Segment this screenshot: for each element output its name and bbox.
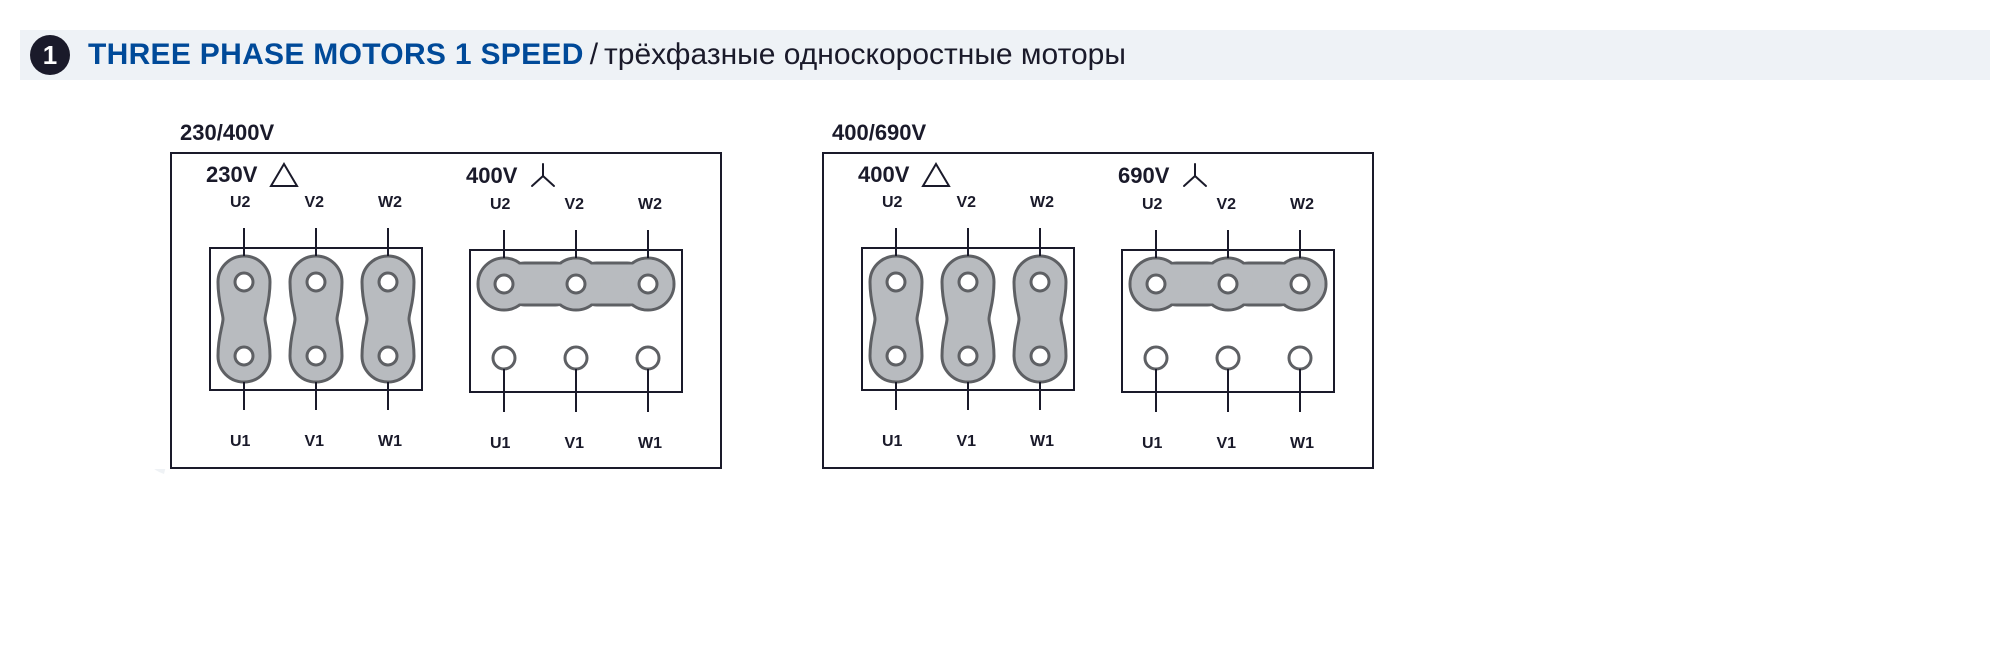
diagrams-container: 230/400V 230V U2 V2 W2 U1 V1 W1 400V U2 V2 W2 U1 V1 W1… — [20, 120, 1990, 469]
section-number-badge: 1 — [30, 35, 70, 75]
terminal-diagram — [1118, 216, 1338, 431]
terminal-diagram — [466, 216, 686, 431]
delta-icon — [921, 162, 951, 188]
bottom-terminal-labels: U1 V1 W1 — [206, 433, 426, 451]
terminal-label: W2 — [638, 196, 662, 214]
panel-header: 230V — [206, 162, 299, 188]
terminal-label: U2 — [230, 194, 250, 212]
terminal-label: W2 — [1030, 194, 1054, 212]
terminal-label: V1 — [564, 435, 584, 453]
title-english: THREE PHASE MOTORS 1 SPEED — [88, 38, 584, 72]
terminal-label: U2 — [490, 196, 510, 214]
voltage-group: 230/400V 230V U2 V2 W2 U1 V1 W1 400V U2 V2 W2 U1 V1 W1 — [170, 120, 722, 469]
wiring-pair-box: 400V U2 V2 W2 U1 V1 W1 690V U2 V2 W2 U1 V1 W1 — [822, 152, 1374, 469]
panel-voltage: 400V — [466, 163, 517, 189]
terminal-label: W1 — [1030, 433, 1054, 451]
terminal-label: V2 — [956, 194, 976, 212]
panel-header: 400V — [466, 162, 557, 190]
terminal-label: W1 — [638, 435, 662, 453]
delta-icon — [269, 162, 299, 188]
star-icon — [1181, 162, 1209, 190]
terminal-label: V1 — [304, 433, 324, 451]
terminal-label: V2 — [564, 196, 584, 214]
terminal-label: U1 — [490, 435, 510, 453]
terminal-label: U1 — [230, 433, 250, 451]
top-terminal-labels: U2 V2 W2 — [466, 196, 686, 214]
bottom-terminal-labels: U1 V1 W1 — [1118, 435, 1338, 453]
bottom-terminal-labels: U1 V1 W1 — [466, 435, 686, 453]
panel-voltage: 690V — [1118, 163, 1169, 189]
bottom-terminal-labels: U1 V1 W1 — [858, 433, 1078, 451]
title-separator: / — [590, 38, 598, 72]
wiring-pair-box: 230V U2 V2 W2 U1 V1 W1 400V U2 V2 W2 U1 V1 W1 — [170, 152, 722, 469]
terminal-diagram — [206, 214, 426, 429]
panel-header: 400V — [858, 162, 951, 188]
voltage-group: 400/690V 400V U2 V2 W2 U1 V1 W1 690V U2 V2 W2 U1 V1 W1 — [822, 120, 1374, 469]
terminal-label: V2 — [304, 194, 324, 212]
wiring-panel: 230V U2 V2 W2 U1 V1 W1 — [206, 162, 426, 453]
terminal-label: W2 — [1290, 196, 1314, 214]
panel-voltage: 400V — [858, 162, 909, 188]
terminal-label: W1 — [1290, 435, 1314, 453]
top-terminal-labels: U2 V2 W2 — [206, 194, 426, 212]
terminal-label: U1 — [1142, 435, 1162, 453]
top-terminal-labels: U2 V2 W2 — [858, 194, 1078, 212]
terminal-label: U1 — [882, 433, 902, 451]
wiring-panel: 400V U2 V2 W2 U1 V1 W1 — [466, 162, 686, 453]
terminal-label: V1 — [956, 433, 976, 451]
terminal-diagram — [858, 214, 1078, 429]
terminal-label: W1 — [378, 433, 402, 451]
star-icon — [529, 162, 557, 190]
wiring-panel: 690V U2 V2 W2 U1 V1 W1 — [1118, 162, 1338, 453]
section-header: 1 THREE PHASE MOTORS 1 SPEED / трёхфазны… — [20, 30, 1990, 80]
terminal-label: U2 — [882, 194, 902, 212]
title-russian: трёхфазные односкоростные моторы — [604, 38, 1126, 72]
panel-voltage: 230V — [206, 162, 257, 188]
terminal-label: V2 — [1216, 196, 1236, 214]
terminal-label: U2 — [1142, 196, 1162, 214]
group-title: 400/690V — [832, 120, 1374, 146]
group-title: 230/400V — [180, 120, 722, 146]
terminal-label: V1 — [1216, 435, 1236, 453]
section-number: 1 — [43, 40, 57, 71]
panel-header: 690V — [1118, 162, 1209, 190]
top-terminal-labels: U2 V2 W2 — [1118, 196, 1338, 214]
terminal-label: W2 — [378, 194, 402, 212]
wiring-panel: 400V U2 V2 W2 U1 V1 W1 — [858, 162, 1078, 453]
